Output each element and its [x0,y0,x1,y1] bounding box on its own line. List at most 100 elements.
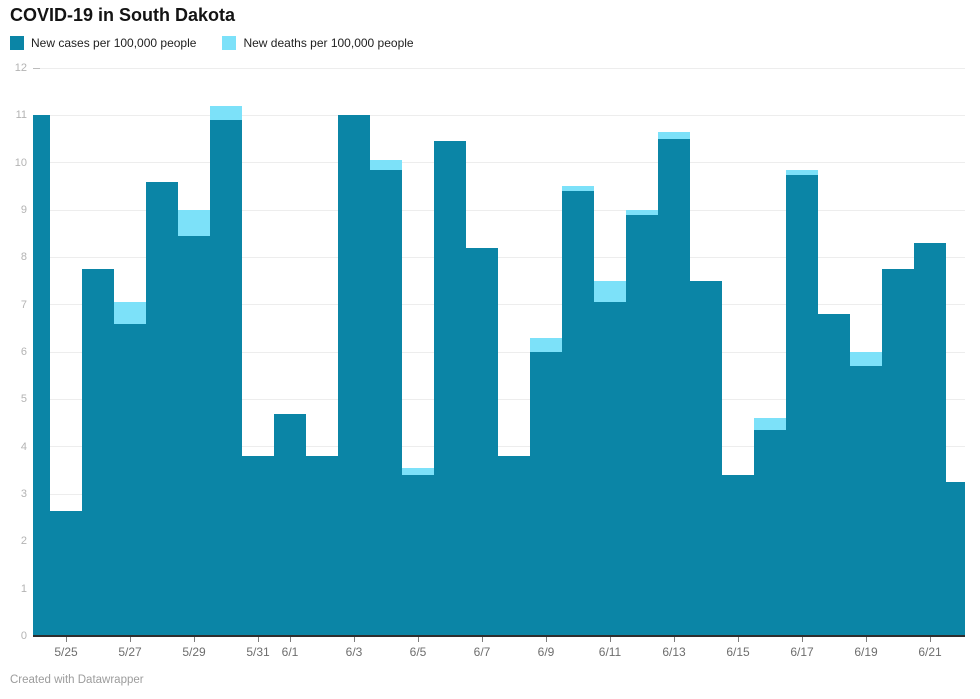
bar-cases-5/27 [114,323,146,636]
gridline [33,398,965,400]
bar-cases-6/1 [274,413,306,636]
x-axis-label: 6/11 [598,645,622,659]
bar-cases-5/29 [178,236,210,636]
gridline [33,446,965,448]
bar-cases-6/8 [498,456,530,636]
bar-cases-5/30 [210,120,242,636]
deaths-color-swatch [222,36,237,50]
x-axis-label: 6/15 [726,645,750,659]
bar-cases-5/28 [146,181,178,636]
y-axis-tick [33,114,40,116]
y-axis-label: 6 [20,346,27,358]
bar-cases-6/9 [530,352,562,636]
x-axis-label: 6/19 [854,645,878,659]
x-axis-label: 5/31 [246,645,270,659]
x-axis-label: 6/9 [537,645,555,659]
y-axis-label: 5 [20,393,27,406]
bar-cases-6/19 [850,366,882,636]
x-axis-tick [929,637,931,642]
x-axis-label: 6/7 [473,645,491,659]
y-axis-label: 0 [20,630,27,642]
y-axis-label: 9 [20,204,27,216]
bar-deaths-6/17 [786,169,818,175]
bar-cases-6/12 [626,214,658,636]
bar-cases-6/20 [882,269,914,636]
bar-deaths-6/12 [626,210,658,215]
datawrapper-credit-link[interactable]: Created with Datawrapper [10,674,144,686]
legend-label-cases: New cases per 100,000 people [31,36,197,50]
bar-deaths-6/10 [562,186,594,192]
bar-cases-6/3 [338,115,370,636]
y-axis-label: 3 [20,488,27,500]
x-axis-tick [129,637,131,642]
legend-item-deaths: New deaths per 100,000 people [222,36,414,50]
bar-cases-6/22 [946,482,965,636]
bar-cases-6/18 [818,314,850,636]
bar-cases-5/26 [82,269,114,636]
y-axis-tick [33,67,40,69]
cases-color-swatch [10,36,24,50]
bar-deaths-6/19 [850,352,882,367]
x-axis-tick [65,637,67,642]
x-axis-label: 6/5 [409,645,427,659]
bar-deaths-6/16 [754,418,786,431]
gridline [33,162,965,164]
x-axis-label: 6/21 [918,645,942,659]
x-axis-label: 6/3 [345,645,363,659]
bar-cases-6/16 [754,430,786,636]
x-axis-tick [673,637,675,642]
bar-cases-6/11 [594,302,626,636]
gridline [33,114,965,116]
x-axis-label: 5/25 [54,645,78,659]
y-axis-label: 8 [20,251,27,264]
y-axis-label: 10 [14,156,27,169]
x-axis-tick [737,637,739,642]
bar-cases-6/2 [306,456,338,636]
bar-cases-5/25 [50,510,82,636]
x-axis-tick [193,637,195,642]
bar-deaths-6/4 [370,160,402,170]
bar-cases-6/4 [370,169,402,636]
y-axis-label: 1 [20,582,27,595]
bar-deaths-6/13 [658,131,690,139]
bar-cases-6/10 [562,191,594,636]
gridline [33,256,965,258]
legend-item-cases: New cases per 100,000 people [10,36,196,50]
x-axis-label: 6/1 [281,645,299,659]
bar-deaths-5/29 [178,210,210,237]
gridline [33,304,965,306]
legend-label-deaths: New deaths per 100,000 people [243,36,414,50]
y-axis-label: 2 [20,535,27,548]
chart-title: COVID-19 in South Dakota [10,5,236,25]
bar-deaths-6/5 [402,467,434,476]
x-axis-label: 5/27 [118,645,142,659]
x-axis-tick [609,637,611,642]
bar-deaths-6/11 [594,281,626,303]
x-axis-tick [257,637,259,642]
x-axis-tick [289,637,291,642]
plot-area: 0 1 2 3 4 5 6 7 8 9 10 11 12 5/25 5/27 5/29 5/31 6/1 6/3 6/… [15,62,965,659]
gridline [33,209,965,211]
x-axis-line [33,634,965,637]
bar-cases-6/15 [722,475,754,636]
x-axis-tick [353,637,355,642]
x-axis-tick [481,637,483,642]
bar-cases-5/24 [33,115,50,636]
x-axis-tick [545,637,547,642]
bar-cases-6/7 [466,247,498,636]
x-axis-label: 6/17 [790,645,814,659]
x-axis-tick [417,637,419,642]
x-axis-label: 5/29 [182,645,206,659]
bar-deaths-5/27 [114,302,146,324]
y-axis-label: 4 [20,440,27,453]
bar-deaths-5/30 [210,105,242,121]
y-axis-label: 11 [15,109,27,122]
bar-cases-6/13 [658,139,690,636]
bar-cases-6/14 [690,281,722,636]
legend: New cases per 100,000 people New deaths … [10,36,414,50]
bar-cases-5/31 [242,456,274,636]
gridline [33,351,965,353]
x-axis-tick [801,637,803,642]
y-axis-label: 12 [14,62,27,74]
gridline [33,67,965,69]
